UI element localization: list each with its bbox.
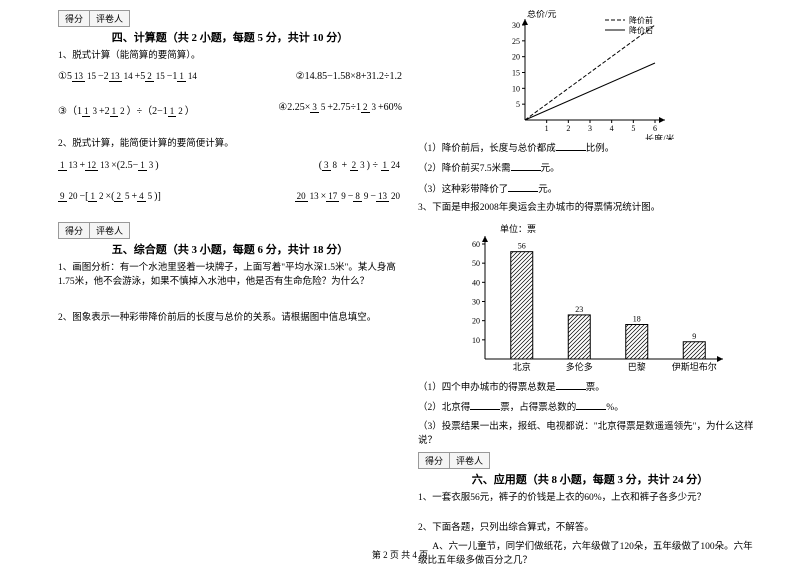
- score-box: 得分 评卷人: [58, 10, 402, 27]
- score-box-5: 得分 评卷人: [58, 222, 402, 239]
- rq2-a: （1）四个申办城市的得票总数是票。: [418, 379, 762, 395]
- score-label: 得分: [418, 452, 450, 469]
- grader-label: 评卷人: [90, 222, 130, 239]
- score-box-6: 得分 评卷人: [418, 452, 762, 469]
- q4-2: 2、脱式计算，能简便计算的要简便计算。: [58, 137, 402, 151]
- svg-text:降价前: 降价前: [629, 15, 653, 25]
- expr-row-4: 920−[12×(25+45)] 2013×179−89−1320: [58, 191, 402, 202]
- expr-1a: ①51315−21314+5215−1114: [58, 71, 199, 82]
- expr-1b: ②14.85−1.58×8+31.2÷1.2: [296, 71, 402, 82]
- rq-a: （1）降价前后，长度与总价都成比例。: [418, 140, 762, 156]
- q4-1: 1、脱式计算（能简算的要简算）。: [58, 49, 402, 63]
- svg-text:1: 1: [545, 124, 549, 133]
- grader-label: 评卷人: [90, 10, 130, 27]
- section-4-title: 四、计算题（共 2 小题，每题 5 分，共计 10 分）: [58, 29, 402, 45]
- rq2-b: （2）北京得票，占得票总数的%。: [418, 399, 762, 415]
- grader-label: 评卷人: [450, 452, 490, 469]
- svg-text:长度/米: 长度/米: [645, 133, 675, 140]
- score-label: 得分: [58, 222, 90, 239]
- svg-text:30: 30: [472, 298, 480, 307]
- svg-text:巴黎: 巴黎: [628, 361, 646, 372]
- svg-text:多伦多: 多伦多: [566, 361, 593, 372]
- expr-row-2: ③（113+212）÷（2−112） ④2.25×35+2.75÷123+60%: [58, 102, 402, 117]
- svg-text:30: 30: [512, 21, 520, 30]
- q6-1: 1、一套衣服56元，裤子的价钱是上衣的60%，上衣和裤子各多少元？: [418, 491, 762, 505]
- svg-text:北京: 北京: [513, 361, 531, 372]
- section-6-title: 六、应用题（共 8 小题，每题 3 分，共计 24 分）: [418, 471, 762, 487]
- rq-b: （2）降价前买7.5米需元。: [418, 160, 762, 176]
- svg-text:23: 23: [575, 305, 583, 314]
- expr-row-1: ①51315−21314+5215−1114 ②14.85−1.58×8+31.…: [58, 71, 402, 82]
- svg-text:20: 20: [472, 317, 480, 326]
- line-chart: 1 2 3 4 5 6 5 10 15 20 25 30 总价/元长度/米 降价前降价后: [495, 10, 685, 140]
- right-column: 12345651015202530总价/元长度/米降价前降价后 （1）降价前后，…: [410, 10, 770, 545]
- svg-text:单位：票: 单位：票: [500, 223, 536, 234]
- rq-c: （3）这种彩带降价了元。: [418, 181, 762, 197]
- score-label: 得分: [58, 10, 90, 27]
- left-column: 得分 评卷人 四、计算题（共 2 小题，每题 5 分，共计 10 分） 1、脱式…: [50, 10, 410, 545]
- svg-text:10: 10: [472, 336, 480, 345]
- svg-text:9: 9: [692, 332, 696, 341]
- svg-text:25: 25: [512, 37, 520, 46]
- svg-text:总价/元: 总价/元: [527, 10, 557, 19]
- svg-text:50: 50: [472, 259, 480, 268]
- bar-chart: 10 20 30 40 50 60 56 北京 23 多伦多 18 巴黎 9 伊斯坦布尔 单位：票: [450, 219, 730, 379]
- expr-3a: 113+1213×(2.5−13): [58, 160, 159, 171]
- q5-3: 3、下面是申报2008年奥运会主办城市的得票情况统计图。: [418, 201, 762, 215]
- svg-text:40: 40: [472, 278, 480, 287]
- svg-text:56: 56: [518, 242, 526, 251]
- svg-text:60: 60: [472, 240, 480, 249]
- svg-text:6: 6: [653, 124, 657, 133]
- svg-text:10: 10: [512, 84, 520, 93]
- q6-2: 2、下面各题，只列出综合算式，不解答。: [418, 521, 762, 535]
- expr-4b: 2013×179−89−1320: [295, 191, 402, 202]
- rq2-c: （3）投票结果一出来，报纸、电视都说："北京得票是数遥遥领先"，为什么这样说？: [418, 420, 762, 449]
- svg-text:5: 5: [516, 100, 520, 109]
- svg-text:伊斯坦布尔: 伊斯坦布尔: [672, 361, 717, 372]
- page: 得分 评卷人 四、计算题（共 2 小题，每题 5 分，共计 10 分） 1、脱式…: [0, 0, 800, 565]
- q5-1: 1、画图分析：有一个水池里竖着一块牌子，上面写着"平均水深1.5米"。某人身高1…: [58, 261, 402, 290]
- svg-text:18: 18: [633, 315, 641, 324]
- svg-text:20: 20: [512, 53, 520, 62]
- svg-text:降价后: 降价后: [629, 25, 653, 35]
- section-5-title: 五、综合题（共 3 小题，每题 6 分，共计 18 分）: [58, 241, 402, 257]
- expr-2a: ③（113+212）÷（2−112）: [58, 102, 195, 117]
- svg-text:15: 15: [512, 69, 520, 78]
- expr-row-3: 113+1213×(2.5−13) (38 + 23) ÷ 124: [58, 160, 402, 171]
- expr-3b: (38 + 23) ÷ 124: [319, 160, 402, 171]
- svg-text:2: 2: [566, 124, 570, 133]
- svg-text:4: 4: [610, 124, 614, 133]
- expr-2b: ④2.25×35+2.75÷123+60%: [278, 102, 402, 117]
- expr-4a: 920−[12×(25+45)]: [58, 191, 161, 202]
- q5-2: 2、图象表示一种彩带降价前后的长度与总价的关系。请根据图中信息填空。: [58, 311, 402, 325]
- svg-text:3: 3: [588, 124, 592, 133]
- page-footer: 第 2 页 共 4 页: [0, 548, 800, 561]
- svg-text:5: 5: [631, 124, 635, 133]
